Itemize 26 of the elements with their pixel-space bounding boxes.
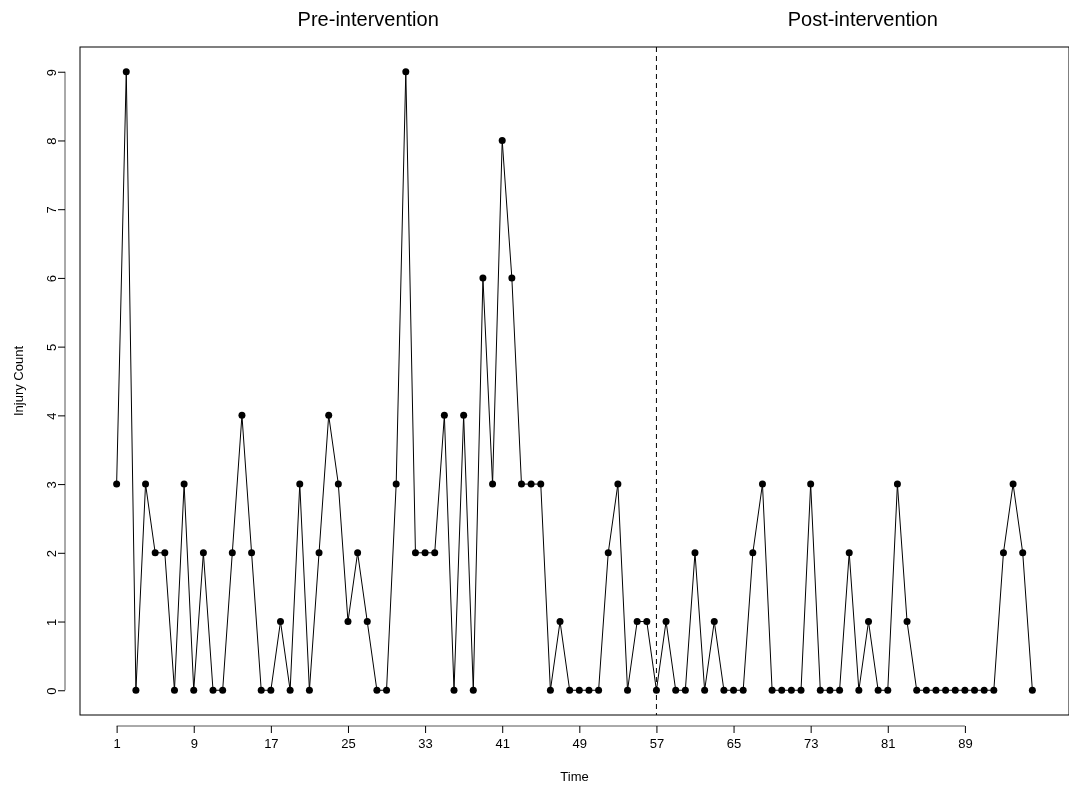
x-tick-label: 81 [881,736,896,752]
y-tick-label: 2 [43,549,59,558]
x-tick-label: 73 [803,736,819,752]
text: Post-intervention [787,8,938,30]
x-tick-label: 49 [572,736,588,752]
y-axis-title: Injury Count [11,345,26,417]
y-tick-label: 9 [43,68,59,77]
x-tick-label: 1 [113,736,121,752]
y-tick-label: 5 [43,343,59,352]
y-tick-label: 8 [43,137,59,145]
y-tick-label: 4 [43,412,59,420]
y-tick-label: 6 [43,275,59,283]
text: Pre-intervention [297,8,439,30]
x-tick-label: 65 [726,736,742,752]
y-tick-label: 0 [43,687,59,695]
x-tick-label: 33 [418,736,433,752]
x-tick-label: 57 [649,736,665,752]
x-tick-label: 41 [495,736,510,752]
x-tick-label: 17 [264,736,279,752]
x-tick-label: 25 [341,736,356,752]
x-tick-label: 9 [190,736,198,752]
y-tick-label: 1 [43,618,59,626]
x-tick-label: 89 [958,736,973,752]
y-tick-label: 3 [43,481,59,489]
x-axis-title: Time [560,769,589,784]
y-tick-label: 7 [43,206,59,214]
